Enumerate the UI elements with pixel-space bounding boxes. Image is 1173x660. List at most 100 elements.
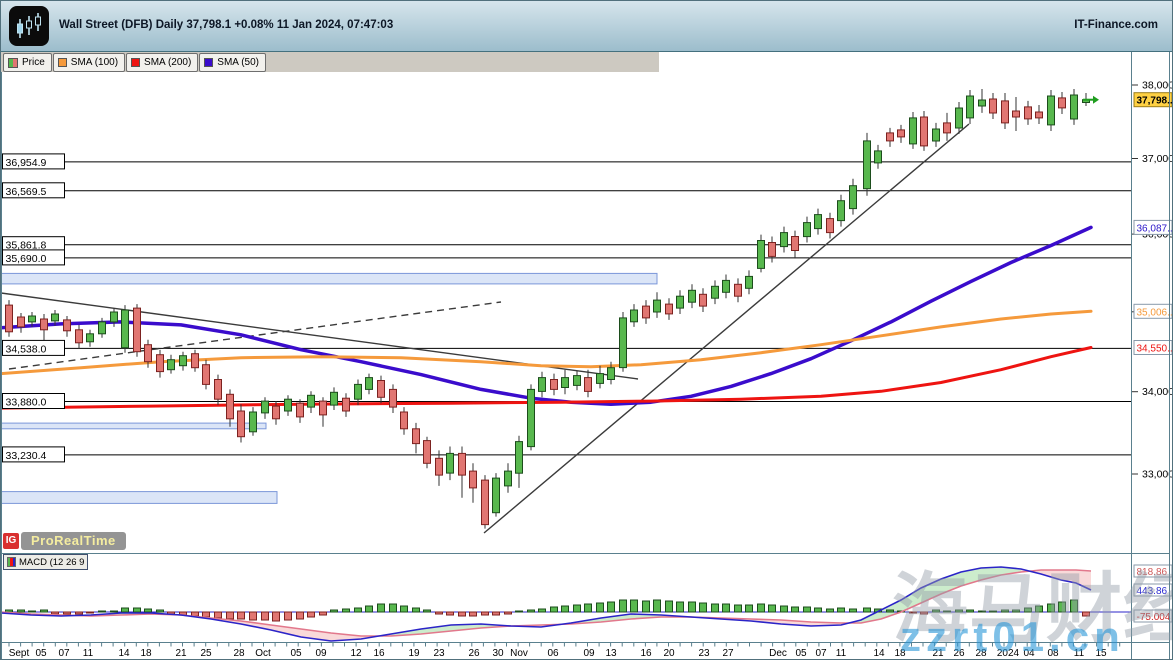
candle-body (75, 329, 83, 344)
date-label: 27 (722, 648, 734, 659)
app-logo[interactable] (9, 6, 49, 46)
candle-body (1058, 97, 1066, 109)
candle-body (849, 185, 857, 210)
macd-histogram-bar (573, 604, 581, 613)
price-axis: 38,00037,00036,00035,00034,00033,00037,7… (1132, 80, 1173, 481)
candle-body (179, 355, 187, 367)
prorealtime-label: ProRealTime (21, 531, 126, 550)
axis-tick-label: 33,000 (1142, 469, 1173, 481)
candlestick-logo-icon (17, 13, 41, 38)
macd-histogram-bar (28, 610, 36, 613)
price-tag-box[interactable] (1133, 92, 1172, 108)
candle-body (711, 285, 719, 299)
macd-histogram-bar (98, 610, 106, 613)
candle-body (167, 359, 175, 371)
macd-histogram-bar (803, 606, 811, 613)
last-price-arrowhead-icon (1093, 95, 1099, 104)
macd-tag-box (1133, 564, 1172, 578)
date-label: 06 (547, 648, 559, 659)
zone-rect (1, 422, 267, 430)
trendline (483, 123, 970, 534)
candle-body (527, 388, 535, 448)
legend-button-price[interactable]: Price (3, 53, 52, 72)
zone-rect (1, 491, 278, 504)
macd-histogram-bar (307, 611, 315, 618)
macd-histogram-bar (1082, 611, 1090, 617)
macd-histogram-bar (665, 600, 673, 613)
level-label-box (2, 249, 65, 266)
candle-body (909, 117, 917, 145)
macd-histogram-bar (1012, 609, 1020, 613)
macd-histogram-bar (342, 608, 350, 613)
candle-body (63, 319, 71, 332)
legend-button-sma100[interactable]: SMA (100) (52, 53, 126, 72)
brand-link[interactable]: IT-Finance.com (1074, 19, 1158, 31)
candle-body (5, 304, 13, 333)
level-label: 34,538.0 (6, 343, 47, 355)
legend-button-sma50[interactable]: SMA (50) (199, 53, 266, 72)
macd-histogram-bar (17, 609, 25, 613)
candle-body (492, 477, 500, 514)
candle-body (446, 452, 454, 474)
macd-ribbon (451, 624, 481, 631)
legend-label: Price (22, 57, 45, 68)
candle-body (955, 107, 963, 129)
candle-body (573, 375, 581, 386)
candle-body (584, 377, 592, 392)
date-label: 23 (433, 648, 445, 659)
date-label: 26 (953, 648, 965, 659)
macd-histogram-bar (849, 608, 857, 613)
macd-tag-label: -75.004 (1137, 612, 1171, 623)
macd-histogram-bar (1024, 607, 1032, 613)
date-label: 19 (408, 648, 420, 659)
macd-histogram-bar (596, 602, 604, 613)
candle-body (780, 232, 788, 248)
candle-body (469, 470, 477, 489)
macd-histogram-bar (319, 611, 327, 616)
candle-body (826, 218, 834, 234)
price-swatch-icon (8, 57, 18, 68)
candle-body (966, 95, 974, 119)
macd-line (1, 566, 1092, 642)
macd-histogram-bar (389, 603, 397, 613)
price-tag-box[interactable] (1133, 340, 1172, 355)
candle-body (330, 391, 338, 406)
candle-body (261, 400, 269, 414)
candle-body (676, 295, 684, 309)
macd-histogram-bar (619, 599, 627, 613)
candle-body (342, 397, 350, 412)
candle-body (481, 479, 489, 526)
candle-body (284, 398, 292, 412)
candle-body (734, 283, 742, 297)
candle-body (791, 236, 799, 251)
candle-body (389, 388, 397, 408)
macd-panel: 818.86 443.86 -75.004 (1, 564, 1172, 642)
macd-histogram-bar (121, 607, 129, 613)
macd-histogram-bar (226, 611, 234, 620)
level-label-box (2, 153, 65, 170)
price-tag-box[interactable] (1133, 303, 1172, 319)
macd-histogram-bar (814, 607, 822, 613)
date-label: 26 (468, 648, 480, 659)
candle-body (156, 354, 164, 373)
candle-body (768, 242, 776, 257)
candle-body (307, 394, 315, 408)
candle-body (423, 440, 431, 464)
price-tag-box[interactable] (1133, 219, 1172, 235)
macd-ribbon (1061, 570, 1076, 583)
date-label: 23 (698, 648, 710, 659)
candle-body (745, 275, 753, 289)
date-label: 05 (795, 648, 807, 659)
candle-body (642, 305, 650, 319)
date-label: 15 (1095, 648, 1107, 659)
legend-button-sma200[interactable]: SMA (200) (126, 53, 199, 72)
macd-indicator-label[interactable]: MACD (12 26 9 (3, 554, 89, 570)
candle-body (699, 293, 707, 307)
date-label: 12 (350, 648, 362, 659)
prorealtime-logo[interactable]: IG ProRealTime (3, 531, 126, 550)
macd-histogram-bar (699, 602, 707, 613)
macd-histogram-bar (1058, 601, 1066, 613)
date-label: Nov (510, 648, 528, 659)
